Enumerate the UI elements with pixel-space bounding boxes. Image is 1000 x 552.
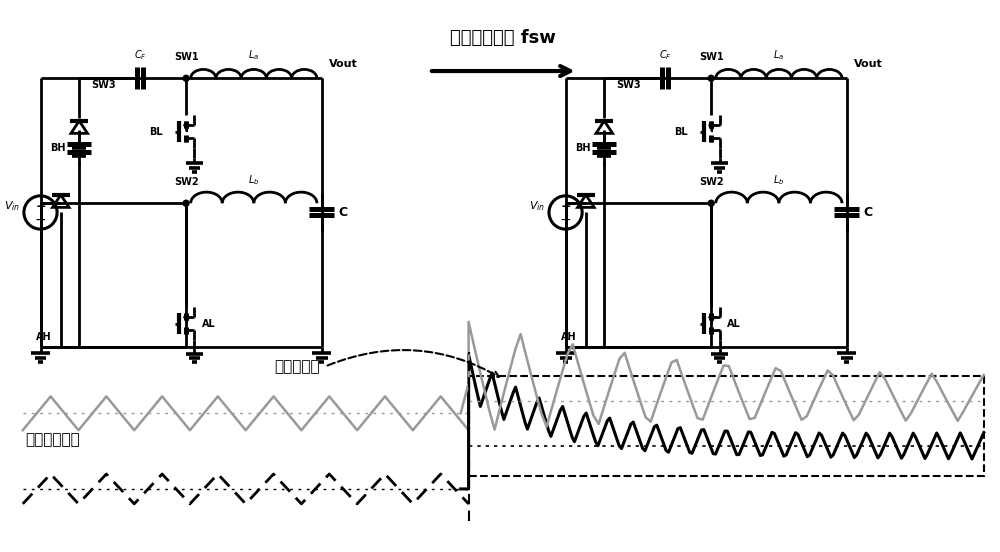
- Text: C: C: [863, 206, 872, 219]
- Text: SW3: SW3: [91, 80, 116, 90]
- Text: Vout: Vout: [329, 59, 358, 69]
- Text: +: +: [35, 200, 46, 214]
- Text: 单向电感电流: 单向电感电流: [26, 432, 80, 447]
- Text: 更小的电感: 更小的电感: [274, 359, 320, 374]
- Text: $L_b$: $L_b$: [773, 173, 785, 187]
- Text: SW1: SW1: [699, 52, 723, 62]
- Text: C: C: [338, 206, 347, 219]
- Text: SW2: SW2: [174, 178, 198, 188]
- Text: BH: BH: [50, 143, 65, 153]
- Bar: [469, 376, 984, 476]
- Text: AL: AL: [202, 319, 216, 328]
- Text: SW1: SW1: [174, 52, 198, 62]
- Text: $C_F$: $C_F$: [659, 48, 671, 62]
- Text: $L_a$: $L_a$: [773, 48, 784, 62]
- Text: AH: AH: [36, 332, 52, 342]
- Text: SW3: SW3: [616, 80, 641, 90]
- Text: $L_a$: $L_a$: [248, 48, 259, 62]
- Text: +: +: [560, 200, 571, 214]
- Text: $V_{in}$: $V_{in}$: [529, 200, 545, 214]
- Text: $V_{in}$: $V_{in}$: [4, 200, 20, 214]
- Text: $C_F$: $C_F$: [134, 48, 146, 62]
- Text: SW2: SW2: [699, 178, 723, 188]
- Circle shape: [183, 75, 189, 81]
- Text: BL: BL: [674, 126, 688, 136]
- Text: AH: AH: [561, 332, 577, 342]
- Text: −: −: [560, 213, 571, 226]
- Circle shape: [708, 75, 714, 81]
- Text: BL: BL: [149, 126, 163, 136]
- Text: BH: BH: [575, 143, 590, 153]
- Circle shape: [708, 200, 714, 206]
- Text: Vout: Vout: [854, 59, 883, 69]
- Circle shape: [183, 200, 189, 206]
- Text: AL: AL: [727, 319, 741, 328]
- Text: 提高开关频率 fsw: 提高开关频率 fsw: [450, 29, 556, 47]
- Text: −: −: [35, 213, 46, 226]
- Text: $L_b$: $L_b$: [248, 173, 259, 187]
